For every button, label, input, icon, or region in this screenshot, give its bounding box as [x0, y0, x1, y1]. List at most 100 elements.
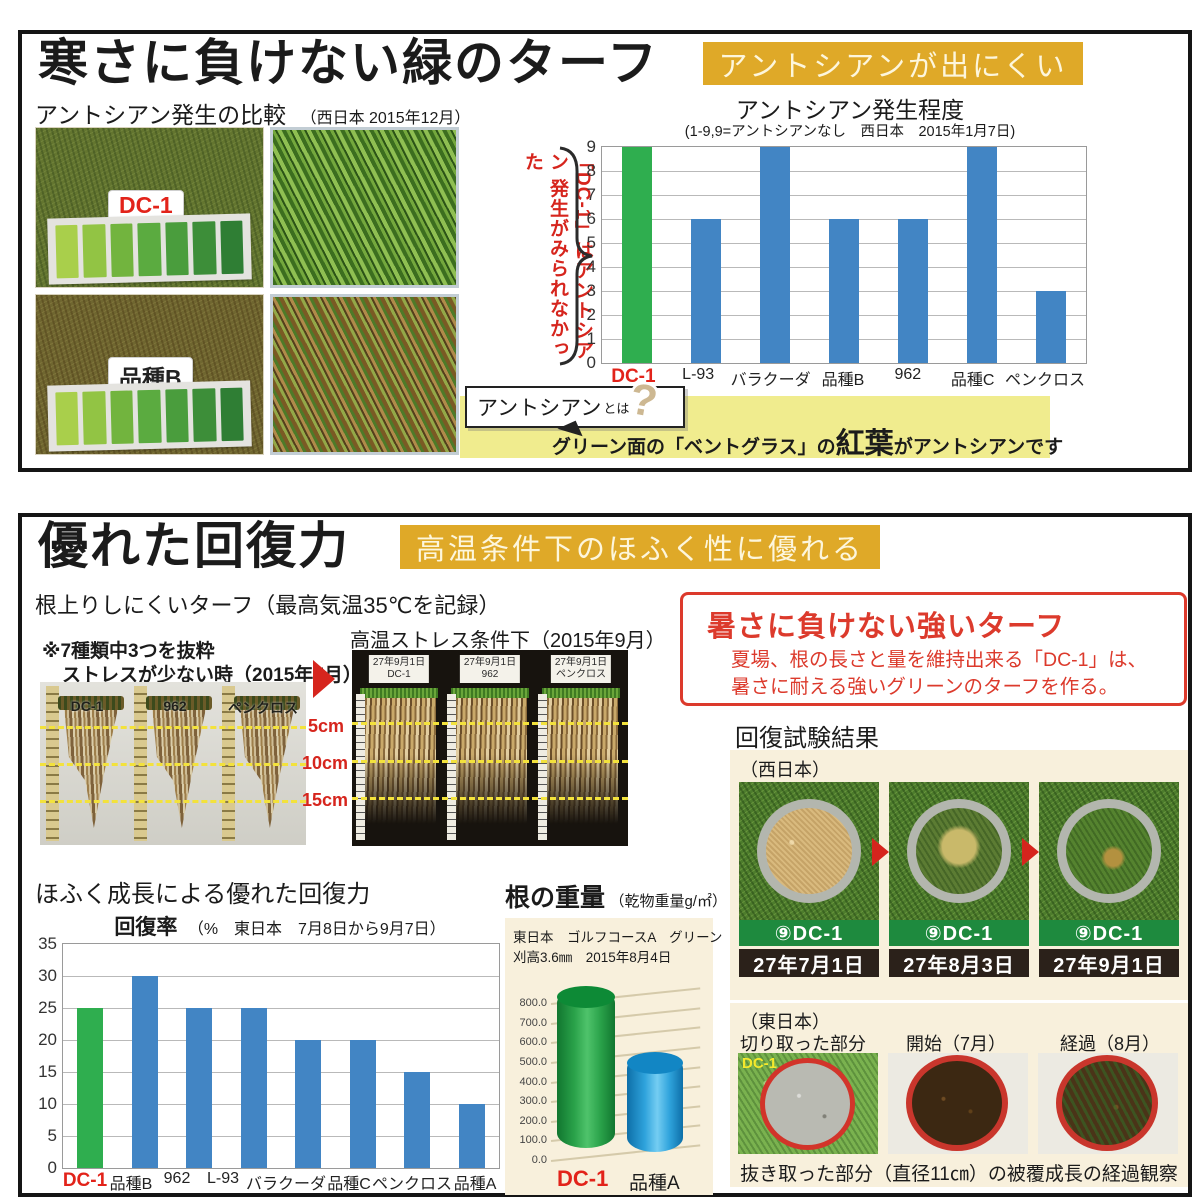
- east-region: （東日本）: [740, 1012, 830, 1032]
- tag-date: 27年9月1日: [372, 657, 426, 668]
- photo-roots-september: 27年9月1日 DC-1 27年9月1日 962 27年9月1日 ペンクロス: [352, 650, 628, 846]
- recovery-photo: [739, 782, 879, 920]
- repair-ring: [757, 799, 861, 903]
- east-label-cut: 切り取った部分: [740, 1034, 866, 1054]
- color-swatch: [192, 221, 217, 275]
- grid-line: [602, 171, 1086, 172]
- heat-box-line2: 暑さに耐える強いグリーンのターフを作る。: [731, 676, 1119, 698]
- x-label-962: 962: [894, 366, 922, 383]
- x-label-962: 962: [163, 1170, 191, 1187]
- color-scale-strip: [47, 380, 252, 452]
- x-label-品種B: 品種B: [109, 1176, 153, 1193]
- color-swatch: [219, 387, 244, 442]
- cyl-tick-label: 200.0: [519, 1114, 547, 1127]
- turf-tuft: [146, 696, 212, 710]
- bars: [602, 147, 1086, 363]
- recovery-variety-label: ⑨DC-1: [1039, 920, 1179, 946]
- bubble-suffix: とは: [603, 400, 630, 416]
- recovery-date-label: 27年7月1日: [739, 949, 879, 977]
- heat-box-title: 暑さに負けない強いターフ: [707, 611, 1066, 643]
- bar-ペンクロス: [1036, 291, 1067, 363]
- cyl-grid-line: [550, 1144, 701, 1162]
- bar-バラクーダ: [759, 147, 790, 363]
- sample-note-2: ストレスが少ない時（2015年7月）: [62, 665, 362, 686]
- x-label-DC-1: DC-1: [62, 1170, 108, 1191]
- depth-line-5cm: [40, 726, 306, 729]
- section1-banner: アントシアンが出にくい: [703, 42, 1083, 85]
- bar-L-93: [690, 219, 721, 363]
- recovery-date-label: 27年8月3日: [889, 949, 1029, 977]
- y-tick-label: 10: [38, 1094, 57, 1113]
- bar-column: [445, 944, 500, 1168]
- section1-title: 寒さに負けない緑のターフ: [26, 33, 671, 92]
- turf-tuft: [360, 688, 438, 698]
- photo-roots-july: DC-1 962 ペンクロス: [40, 682, 306, 845]
- color-scale-strip: [47, 213, 252, 285]
- photo-start-july: [888, 1053, 1028, 1154]
- photo-progress-august: [1038, 1053, 1178, 1154]
- section2-title: 優れた回復力: [26, 516, 362, 575]
- depth-line-10cm: [352, 760, 628, 763]
- x-label-ペンクロス: ペンクロス: [372, 1176, 453, 1193]
- grid-line: [63, 976, 499, 977]
- photo-tag-dc1: DC-1: [742, 1055, 778, 1072]
- color-swatch: [110, 223, 134, 278]
- root-weight-cond1: 東日本 ゴルフコースA グリーン: [513, 930, 723, 945]
- bubble-label: アントシアン: [477, 397, 602, 420]
- y-tick-label: 6: [586, 208, 596, 228]
- sample-tag: 27年9月1日 962: [459, 655, 521, 683]
- root-weight-cond2: 刈高3.6㎜ 2015年8月4日: [513, 950, 672, 965]
- bar-column: [671, 147, 740, 363]
- cyl-tick-label: 500.0: [519, 1055, 547, 1068]
- root-weight-unit: （乾物重量g/㎡）: [609, 893, 727, 910]
- depth-label-15cm: 15cm: [302, 790, 349, 810]
- y-tick-label: 35: [38, 934, 57, 953]
- y-tick-label: 7: [586, 184, 596, 204]
- y-tick-label: 15: [38, 1061, 57, 1081]
- bar-column: [63, 944, 118, 1168]
- bar-品種A: [458, 1104, 485, 1168]
- turf-tuft: [451, 688, 529, 698]
- y-tick-label: 20: [38, 1030, 57, 1049]
- anthocyanin-chart-plot: 0 1 2 3 4 5 6 7 8 9: [587, 137, 1087, 372]
- chart1-title: アントシアン発生程度: [735, 97, 965, 123]
- annotation-line2: 発生がみられなかった: [522, 152, 568, 359]
- east-panel: （東日本） 切り取った部分 開始（7月） 経過（8月） DC-1 抜き取った部分…: [730, 1003, 1188, 1187]
- recovery-variety-label: ⑨DC-1: [739, 920, 879, 946]
- y-tick-label: 4: [586, 257, 596, 276]
- arrow-right-icon: [872, 838, 889, 866]
- color-swatch: [192, 388, 217, 442]
- tag-name: ペンクロス: [556, 669, 606, 680]
- y-tick-label: 8: [586, 160, 596, 180]
- bar-L-93: [240, 1008, 267, 1168]
- y-tick-label: 5: [586, 232, 596, 252]
- repair-ring: [907, 799, 1011, 903]
- bar-品種C: [349, 1040, 376, 1168]
- y-tick-label: 3: [586, 280, 596, 300]
- anthocyanin-bubble: アントシアン とは: [465, 386, 685, 428]
- photo-dc1-closeup: [270, 127, 459, 288]
- repair-ring: [1057, 799, 1161, 903]
- x-label-DC-1: DC-1: [611, 366, 656, 387]
- bar-バラクーダ: [295, 1040, 322, 1168]
- cylinder-chart: 0.0 100.0 200.0 300.0 400.0 500.0 600.0 700.0 80…: [505, 978, 713, 1168]
- root-weight-title: 根の重量: [505, 884, 606, 912]
- x-label-品種C: 品種C: [327, 1176, 371, 1193]
- turf-tuft: [234, 696, 300, 710]
- bar-品種B: [828, 219, 859, 363]
- compare-label-row: アントシアン発生の比較 （西日本 2015年12月）: [35, 96, 470, 130]
- cylinder-dc1: [557, 986, 615, 1148]
- y-tick-label: 0: [586, 353, 596, 372]
- grid-line: [63, 1040, 499, 1041]
- heat-box-line1: 夏場、根の長さと量を維持出来る「DC-1」は、: [731, 649, 1148, 671]
- color-swatch: [55, 224, 80, 279]
- x-label-品種C: 品種C: [950, 372, 995, 389]
- bar-column: [336, 944, 391, 1168]
- section2-banner: 高温条件下のほふく性に優れる: [400, 525, 880, 569]
- y-tick-label: 9: [586, 137, 596, 156]
- soil-circle: [906, 1055, 1008, 1151]
- color-swatch: [82, 391, 107, 445]
- bar-品種B: [131, 976, 158, 1168]
- y-tick-label: 0: [47, 1158, 57, 1177]
